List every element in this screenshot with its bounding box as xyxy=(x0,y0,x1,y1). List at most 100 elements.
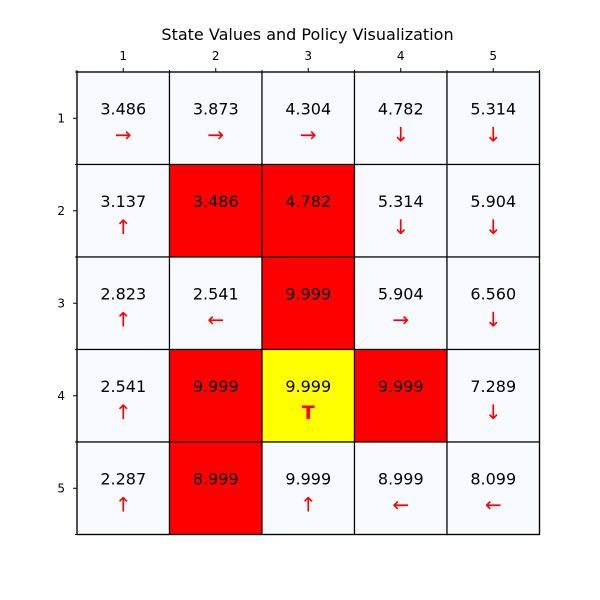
row-tick-label: 3 xyxy=(57,296,65,310)
axes: 1 2 3 4 5 1 2 3 4 5 xyxy=(57,49,541,536)
cell-value: 9.999 xyxy=(285,469,331,488)
cell-background xyxy=(76,441,171,536)
row-tick-label: 5 xyxy=(57,481,65,495)
cell-background xyxy=(76,71,171,166)
grid-cell: 8.099 ← xyxy=(446,441,541,536)
cell-value: 5.314 xyxy=(470,99,516,118)
cell-value: 9.999 xyxy=(193,377,239,396)
cell-value: 2.823 xyxy=(100,284,146,303)
grid-cell: 3.873 → xyxy=(168,71,263,166)
cell-value: 7.289 xyxy=(470,377,516,396)
policy-symbol: ↓ xyxy=(392,215,409,239)
cell-value: 2.541 xyxy=(193,284,239,303)
cell-value: 2.287 xyxy=(100,469,146,488)
cell-value: 9.999 xyxy=(285,377,331,396)
grid-cell: 4.782 ↓ xyxy=(353,71,448,166)
cell-value: 4.782 xyxy=(285,192,331,211)
cell-value: 8.099 xyxy=(470,469,516,488)
policy-symbol: ← xyxy=(485,492,502,516)
policy-symbol: ↑ xyxy=(300,492,317,516)
cell-background xyxy=(446,256,541,351)
cell-background xyxy=(353,441,448,536)
col-tick-label: 2 xyxy=(212,49,220,63)
cell-background xyxy=(168,256,263,351)
grid-cell: 9.999 T xyxy=(261,348,356,443)
policy-symbol: ↑ xyxy=(115,215,132,239)
row-tick-label: 4 xyxy=(57,389,65,403)
cell-background xyxy=(261,256,356,351)
grid-cells: 3.486 → 3.873 → 4.304 → 4.782 ↓ 5.314 ↓ 3.137 ↑ 3.48… xyxy=(76,71,541,536)
chart-title: State Values and Policy Visualization xyxy=(161,25,453,44)
grid-cell: 9.999 xyxy=(261,256,356,351)
policy-symbol: ↓ xyxy=(485,400,502,424)
cell-background xyxy=(446,163,541,258)
grid-cell: 7.289 ↓ xyxy=(446,348,541,443)
grid-cell: 9.999 ↑ xyxy=(261,441,356,536)
cell-value: 3.486 xyxy=(193,192,239,211)
cell-value: 4.304 xyxy=(285,99,331,118)
cell-value: 5.904 xyxy=(470,192,516,211)
cell-value: 2.541 xyxy=(100,377,146,396)
policy-symbol: ↓ xyxy=(392,122,409,146)
cell-value: 8.999 xyxy=(378,469,424,488)
grid-cell: 2.541 ↑ xyxy=(76,348,171,443)
cell-background xyxy=(261,163,356,258)
col-tick-label: 5 xyxy=(489,49,497,63)
cell-value: 6.560 xyxy=(470,284,516,303)
policy-symbol: ↑ xyxy=(115,492,132,516)
policy-symbol: → xyxy=(115,122,132,146)
policy-symbol: ↑ xyxy=(115,307,132,331)
cell-background xyxy=(261,71,356,166)
grid-cell: 4.304 → xyxy=(261,71,356,166)
grid-cell: 6.560 ↓ xyxy=(446,256,541,351)
grid-cell: 3.137 ↑ xyxy=(76,163,171,258)
cell-background xyxy=(168,71,263,166)
grid-cell: 3.486 → xyxy=(76,71,171,166)
cell-background xyxy=(76,348,171,443)
cell-value: 9.999 xyxy=(378,377,424,396)
policy-symbol: ↓ xyxy=(485,307,502,331)
cell-background xyxy=(353,163,448,258)
grid-cell: 5.314 ↓ xyxy=(353,163,448,258)
grid-cell: 3.486 xyxy=(168,163,263,258)
cell-background xyxy=(261,441,356,536)
grid-cell: 2.287 ↑ xyxy=(76,441,171,536)
row-tick-label: 2 xyxy=(57,204,65,218)
grid-cell: 8.999 ← xyxy=(353,441,448,536)
cell-background xyxy=(446,441,541,536)
cell-background xyxy=(353,256,448,351)
col-tick-label: 4 xyxy=(397,49,405,63)
cell-background xyxy=(168,163,263,258)
cell-value: 9.999 xyxy=(285,284,331,303)
row-tick-label: 1 xyxy=(57,111,65,125)
policy-symbol: ↓ xyxy=(485,122,502,146)
cell-background xyxy=(76,163,171,258)
policy-symbol: ↓ xyxy=(485,215,502,239)
cell-value: 5.314 xyxy=(378,192,424,211)
col-tick-label: 3 xyxy=(304,49,312,63)
policy-symbol: ↑ xyxy=(115,400,132,424)
cell-background xyxy=(261,348,356,443)
grid-cell: 2.541 ← xyxy=(168,256,263,351)
col-tick-label: 1 xyxy=(119,49,127,63)
grid-cell: 9.999 xyxy=(168,348,263,443)
cell-value: 3.137 xyxy=(100,192,146,211)
policy-symbol: ← xyxy=(207,307,224,331)
cell-value: 4.782 xyxy=(378,99,424,118)
cell-value: 3.486 xyxy=(100,99,146,118)
cell-value: 8.999 xyxy=(193,469,239,488)
cell-value: 5.904 xyxy=(378,284,424,303)
grid-frame xyxy=(76,71,541,536)
policy-symbol: T xyxy=(302,402,315,424)
cell-background xyxy=(446,348,541,443)
policy-symbol: → xyxy=(300,122,317,146)
cell-value: 3.873 xyxy=(193,99,239,118)
grid-cell: 4.782 xyxy=(261,163,356,258)
grid-cell: 8.999 xyxy=(168,441,263,536)
grid-cell: 2.823 ↑ xyxy=(76,256,171,351)
policy-symbol: → xyxy=(392,307,409,331)
grid-cell: 5.904 ↓ xyxy=(446,163,541,258)
grid-cell: 5.314 ↓ xyxy=(446,71,541,166)
grid-cell: 5.904 → xyxy=(353,256,448,351)
